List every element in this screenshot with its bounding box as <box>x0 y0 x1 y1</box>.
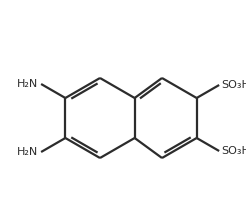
Text: H₂N: H₂N <box>17 147 38 157</box>
Text: SO₃H: SO₃H <box>221 80 246 90</box>
Text: H₂N: H₂N <box>17 79 38 89</box>
Text: SO₃H: SO₃H <box>221 146 246 156</box>
